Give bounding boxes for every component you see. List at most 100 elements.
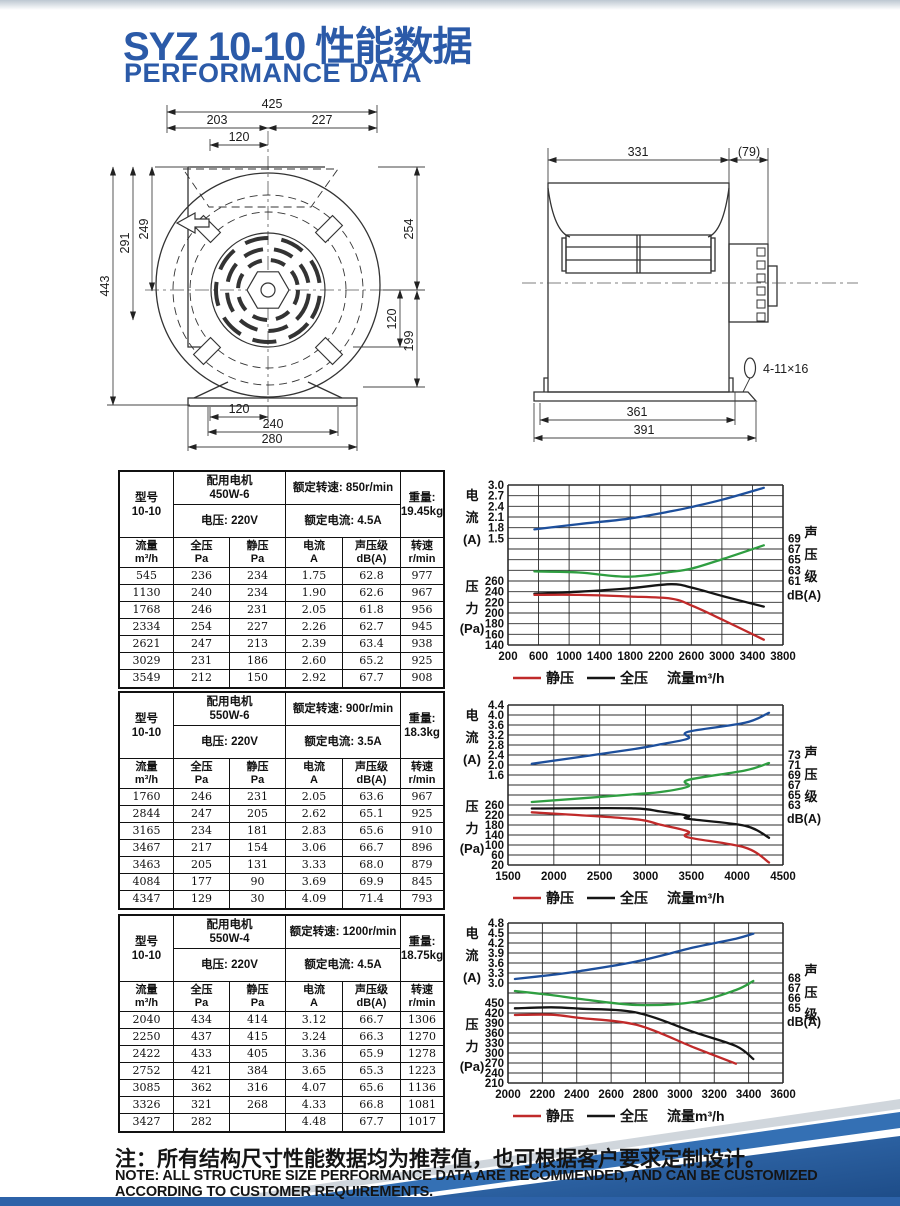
table-cell: 205 — [230, 806, 286, 823]
table-cell: 1.90 — [286, 585, 343, 602]
table-row: 2250 437 415 3.24 66.3 1270 — [120, 1029, 443, 1046]
table-cell: 1017 — [408, 1115, 436, 1128]
tick-label: 2500 — [587, 871, 613, 883]
housing-outline — [533, 182, 778, 402]
tick-label: 3800 — [770, 651, 796, 663]
curve-pressure — [533, 593, 765, 641]
model-cell: 型号 10-10 — [120, 472, 174, 538]
table-cell: 234 — [174, 823, 230, 840]
table-cell: 793 — [411, 892, 433, 905]
column-header: 电流 A — [286, 538, 343, 568]
table-cell: 4.48 — [286, 1114, 343, 1131]
tick-label: 2600 — [598, 1089, 624, 1101]
table-cell: 186 — [230, 653, 286, 670]
tick-label: 4.8 — [488, 918, 505, 930]
column-header: 转速 r/min — [401, 759, 443, 789]
dimension-lines — [107, 105, 425, 451]
tick-label: 4.2 — [488, 938, 504, 950]
voltage-cell: 电压: 220V — [174, 505, 286, 538]
table-cell: 231 — [174, 653, 230, 670]
table-row: 1760 246 231 2.05 63.6 967 — [120, 789, 443, 806]
motor-cell: 配用电机 550W-6 — [174, 693, 286, 726]
table-cell: 2040 — [120, 1012, 174, 1029]
legend-label: 流量m³/h — [667, 890, 725, 906]
table-cell: 2621 — [120, 636, 174, 653]
table-cell: 247 — [174, 636, 230, 653]
column-header: 静压 Pa — [230, 982, 286, 1012]
tick-label: 2000 — [495, 1089, 521, 1101]
table-cell: 414 — [230, 1012, 286, 1029]
tick-label: 1.6 — [488, 770, 504, 782]
tick-label: 180 — [485, 820, 504, 832]
table-cell — [230, 1114, 286, 1131]
tick-label: 66 — [788, 993, 801, 1005]
table-body: 545 236 234 1.75 62.8 977 1130 240 234 1.90 62.6 96… — [120, 568, 443, 687]
rated-current-cell: 额定电流: 4.5A — [286, 949, 401, 982]
svg-text:361: 361 — [627, 405, 648, 419]
table-cell: 254 — [174, 619, 230, 636]
table-cell: 66.3 — [343, 1029, 401, 1046]
table-cell: 2752 — [120, 1063, 174, 1080]
tick-label: 2.4 — [488, 750, 505, 762]
curve-current — [530, 711, 771, 765]
table-row: 2752 421 384 3.65 65.3 1223 — [120, 1063, 443, 1080]
legend-label: 全压 — [619, 1108, 648, 1124]
table-row: 3085 362 316 4.07 65.6 1136 — [120, 1080, 443, 1097]
table-cell: 321 — [174, 1097, 230, 1114]
table-row: 3029 231 186 2.60 65.2 925 — [120, 653, 443, 670]
tick-label: 65 — [788, 1003, 801, 1015]
table-cell: 67.7 — [343, 670, 401, 687]
svg-text:(79): (79) — [738, 145, 760, 159]
table-cell: 2.62 — [286, 806, 343, 823]
legend-label: 流量m³/h — [667, 1108, 725, 1124]
tick-label: 20 — [491, 860, 504, 872]
column-header: 流量 m³/h — [120, 982, 174, 1012]
table-body: 2040 434 414 3.12 66.7 1306 2250 437 415 3.24 66.3… — [120, 1012, 443, 1131]
tick-label: 3000 — [667, 1089, 693, 1101]
table-cell: 66.8 — [343, 1097, 401, 1114]
front-view-drawing: 425 203 227 120 443 291 249 254 120 199 … — [98, 97, 425, 451]
table-cell: 65.6 — [343, 1080, 401, 1097]
table-row: 1130 240 234 1.90 62.6 967 — [120, 585, 443, 602]
table-cell: 282 — [174, 1114, 230, 1131]
tick-label: 3400 — [740, 651, 766, 663]
tick-label: 73 — [788, 750, 801, 762]
table-row: 545 236 234 1.75 62.8 977 — [120, 568, 443, 585]
table-row: 3463 205 131 3.33 68.0 879 — [120, 857, 443, 874]
table-row: 2844 247 205 2.62 65.1 925 — [120, 806, 443, 823]
tick-label: 3000 — [709, 651, 735, 663]
table-cell: 3.33 — [286, 857, 343, 874]
dimension-labels: 425 203 227 120 443 291 249 254 120 199 … — [98, 97, 416, 446]
table-cell: 434 — [174, 1012, 230, 1029]
motor-cell: 配用电机 450W-6 — [174, 472, 286, 505]
table-row: 3549 212 150 2.92 67.7 908 — [120, 670, 443, 687]
table-cell: 65.2 — [343, 653, 401, 670]
axis-title: 压 — [465, 579, 478, 594]
table-cell: 1130 — [120, 585, 174, 602]
table-cell: 234 — [230, 585, 286, 602]
curve-pressure — [533, 583, 765, 608]
legend-label: 全压 — [619, 890, 648, 906]
model-cell: 型号 10-10 — [120, 693, 174, 759]
tick-label: 270 — [485, 1058, 504, 1070]
voltage-cell: 电压: 220V — [174, 949, 286, 982]
table-cell: 421 — [174, 1063, 230, 1080]
axis-title: 级 — [804, 789, 818, 804]
column-header: 声压级 dB(A) — [343, 759, 401, 789]
tick-label: 63 — [788, 800, 801, 812]
axis-title: 压 — [465, 1017, 478, 1032]
voltage-cell: 电压: 220V — [174, 726, 286, 759]
column-header: 全压 Pa — [174, 982, 230, 1012]
table-cell: 71.4 — [343, 891, 401, 908]
table-cell: 1223 — [401, 1063, 443, 1080]
table-cell: 234 — [230, 568, 286, 585]
table-cell: 150 — [230, 670, 286, 687]
table-cell: 3.36 — [286, 1046, 343, 1063]
table-cell: 3.24 — [286, 1029, 343, 1046]
table-row: 1768 246 231 2.05 61.8 956 — [120, 602, 443, 619]
table-cell: 236 — [174, 568, 230, 585]
table-cell: 66.7 — [343, 840, 401, 857]
table-cell: 2844 — [120, 806, 174, 823]
chart-canvas: 200 600 1000 1400 1800 2200 2600 3000 3400 3800 3.… — [460, 480, 821, 686]
svg-text:227: 227 — [312, 113, 333, 127]
